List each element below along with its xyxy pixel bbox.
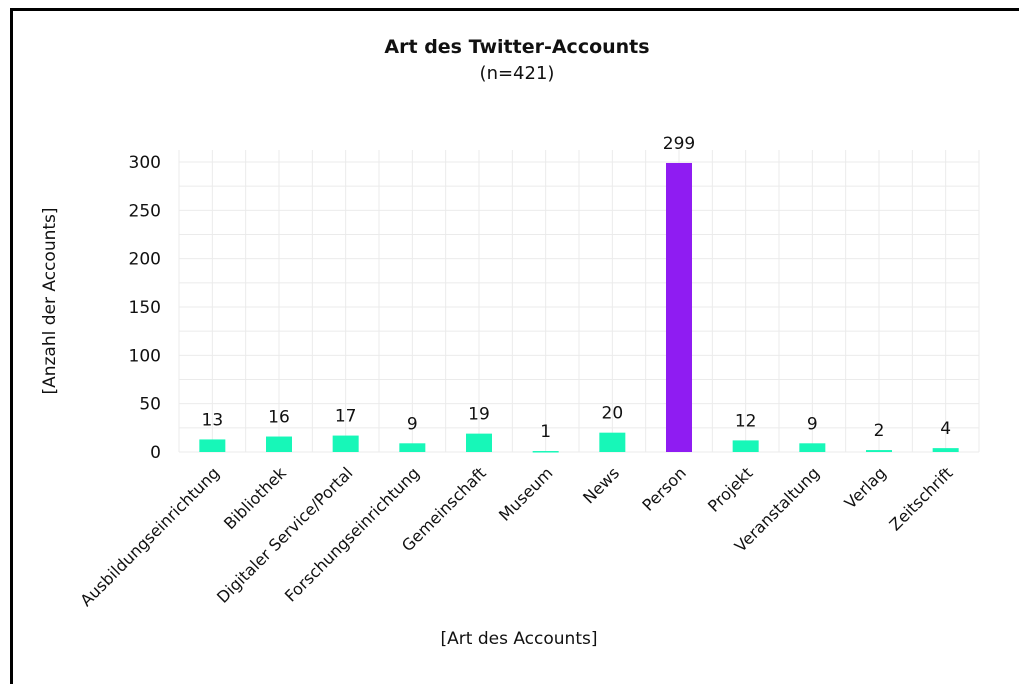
- data-label: 299: [663, 134, 695, 154]
- x-tick-label: Zeitschrift: [885, 463, 956, 534]
- x-tick-label: News: [579, 463, 623, 507]
- data-label: 4: [940, 419, 951, 439]
- bar-veranstaltung: [799, 443, 826, 452]
- y-tick-label: 150: [129, 298, 161, 318]
- bar-verlag: [866, 450, 892, 452]
- x-tick-label: Bibliothek: [220, 463, 290, 533]
- x-tick-label: Forschungseinrichtung: [281, 463, 423, 605]
- y-tick-label: 100: [129, 346, 161, 366]
- bar-person: [666, 162, 692, 452]
- y-tick-label: 0: [150, 443, 161, 463]
- data-label: 20: [602, 404, 624, 424]
- bar-chart: Art des Twitter-Accounts (n=421) 0 50 100 1…: [40, 36, 980, 649]
- chart-frame: Art des Twitter-Accounts (n=421) 0 50 100 1…: [10, 8, 1019, 684]
- bar-forschungseinrichtung: [399, 443, 426, 452]
- chart-title: Art des Twitter-Accounts: [384, 36, 649, 58]
- x-tick-label: Person: [638, 463, 689, 514]
- bar-digitaler-service-portal: [332, 435, 359, 452]
- bar-ausbildungseinrichtung: [199, 439, 226, 452]
- bar-gemeinschaft: [466, 433, 492, 452]
- data-label: 13: [202, 410, 224, 430]
- x-axis-label: [Art des Accounts]: [441, 629, 598, 649]
- data-label: 16: [268, 408, 290, 428]
- x-tick-label: Projekt: [704, 463, 756, 515]
- y-tick-label: 300: [129, 153, 161, 173]
- x-tick-label: Verlag: [841, 463, 890, 512]
- data-label: 9: [407, 414, 418, 434]
- data-label: 2: [874, 421, 885, 441]
- x-axis-ticks: AusbildungseinrichtungBibliothekDigitale…: [76, 463, 956, 610]
- data-label: 19: [468, 405, 490, 425]
- y-axis-ticks: 0 50 100 150 200 250 300: [129, 153, 161, 463]
- data-label: 9: [807, 414, 818, 434]
- data-label: 1: [540, 422, 551, 442]
- y-tick-label: 200: [129, 250, 161, 270]
- data-label: 17: [335, 407, 357, 427]
- x-tick-label: Ausbildungseinrichtung: [76, 463, 223, 610]
- gridlines: [178, 150, 980, 453]
- y-axis-label: [Anzahl der Accounts]: [40, 207, 60, 394]
- bar-museum: [532, 451, 559, 453]
- bar-bibliothek: [266, 436, 292, 452]
- x-tick-label: Museum: [495, 463, 556, 524]
- bar-news: [599, 432, 626, 452]
- y-tick-label: 250: [129, 201, 161, 221]
- bar-zeitschrift: [932, 448, 959, 452]
- chart-subtitle: (n=421): [480, 63, 555, 84]
- y-tick-label: 50: [139, 395, 161, 415]
- data-labels: 13 16 17 9 19 1 20 299 12 9 2 4: [202, 134, 952, 442]
- data-label: 12: [735, 411, 757, 431]
- bar-projekt: [732, 440, 759, 452]
- bars: [199, 162, 959, 453]
- x-tick-label: Digitaler Service/Portal: [213, 463, 356, 606]
